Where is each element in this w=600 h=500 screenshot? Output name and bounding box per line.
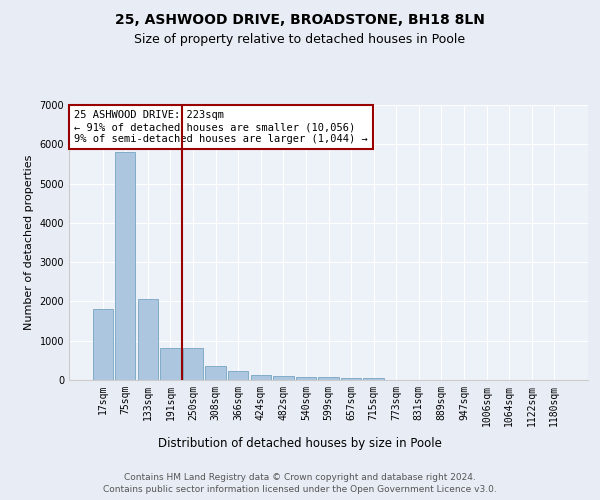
Bar [273,376,293,380]
Text: Contains public sector information licensed under the Open Government Licence v3: Contains public sector information licen… [103,485,497,494]
Bar [138,300,158,380]
Bar [160,348,181,380]
Bar [228,372,248,380]
Bar [183,348,203,380]
Y-axis label: Number of detached properties: Number of detached properties [24,155,34,330]
Bar [319,377,338,380]
Bar [251,375,271,380]
Bar [296,377,316,380]
Bar [115,152,136,380]
Text: Size of property relative to detached houses in Poole: Size of property relative to detached ho… [134,32,466,46]
Bar [364,378,384,380]
Bar [92,310,113,380]
Bar [341,378,361,380]
Text: Distribution of detached houses by size in Poole: Distribution of detached houses by size … [158,438,442,450]
Text: Contains HM Land Registry data © Crown copyright and database right 2024.: Contains HM Land Registry data © Crown c… [124,472,476,482]
Bar [205,366,226,380]
Text: 25 ASHWOOD DRIVE: 223sqm
← 91% of detached houses are smaller (10,056)
9% of sem: 25 ASHWOOD DRIVE: 223sqm ← 91% of detach… [74,110,368,144]
Text: 25, ASHWOOD DRIVE, BROADSTONE, BH18 8LN: 25, ASHWOOD DRIVE, BROADSTONE, BH18 8LN [115,12,485,26]
